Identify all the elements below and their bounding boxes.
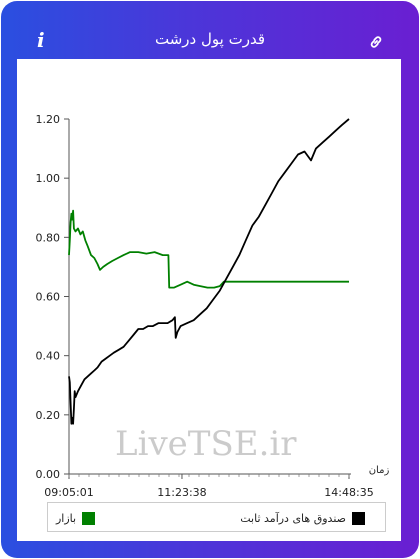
legend-item-market[interactable]: بازار xyxy=(56,510,96,526)
series-line-fund xyxy=(68,118,350,425)
y-tick-label: 0.40 xyxy=(36,350,61,363)
watermark: LiveTSE.ir xyxy=(115,424,297,464)
header: i قدرت پول درشت xyxy=(1,1,419,57)
chart-panel: 0.00 0.20 0.40 0.60 0.80 1.00 1.20 09:05:01 11:2… xyxy=(17,59,401,541)
legend-item-fund[interactable]: صندوق های درآمد ثابت xyxy=(240,510,365,526)
x-axis-label: زمان xyxy=(369,465,390,476)
info-icon[interactable]: i xyxy=(37,28,45,52)
y-tick-label: 0.80 xyxy=(36,231,61,244)
y-tick-label: 0.00 xyxy=(36,468,61,481)
y-tick-label: 1.20 xyxy=(36,113,61,126)
page-title: قدرت پول درشت xyxy=(155,30,265,48)
chart-legend: صندوق های درآمد ثابت بازار xyxy=(47,502,386,532)
line-chart: 0.00 0.20 0.40 0.60 0.80 1.00 1.20 09:05:01 11:2… xyxy=(36,113,390,499)
x-tick-label: 09:05:01 xyxy=(44,486,93,499)
legend-label-fund: صندوق های درآمد ثابت xyxy=(240,511,346,525)
legend-label-market: بازار xyxy=(56,511,77,525)
legend-swatch-fund xyxy=(352,511,365,525)
x-tick-label: 11:23:38 xyxy=(157,486,206,499)
link-icon[interactable] xyxy=(368,34,384,50)
series-line-market xyxy=(68,209,349,289)
legend-swatch-market xyxy=(82,511,96,525)
y-tick-label: 0.20 xyxy=(36,409,61,422)
y-tick-label: 1.00 xyxy=(36,172,61,185)
x-tick-label: 14:48:35 xyxy=(324,486,373,499)
y-tick-label: 0.60 xyxy=(36,291,61,304)
